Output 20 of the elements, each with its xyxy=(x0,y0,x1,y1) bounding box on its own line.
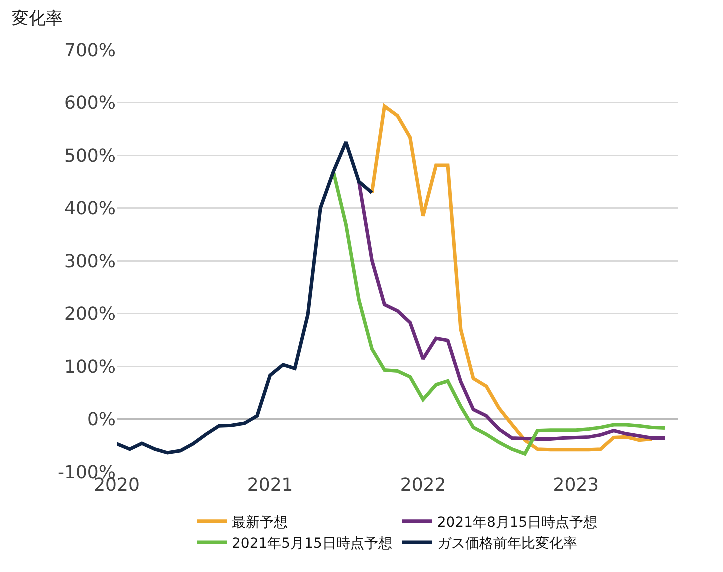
legend-label: ガス価格前年比変化率 xyxy=(437,536,578,552)
y-tick-label: 700% xyxy=(64,40,116,62)
line-series xyxy=(332,170,667,456)
y-tick-label: 400% xyxy=(64,198,116,220)
line-series xyxy=(117,140,374,455)
legend-label: 2021年5月15日時点予想 xyxy=(232,536,392,552)
x-tick-label: 2021 xyxy=(247,475,294,496)
line-series xyxy=(370,104,654,452)
y-tick-label: 200% xyxy=(64,304,116,326)
y-tick-label: 500% xyxy=(64,146,116,167)
y-tick-label: 100% xyxy=(64,356,116,378)
y-tick-label: 600% xyxy=(64,93,116,114)
y-axis-title: 変化率 xyxy=(12,9,63,29)
x-tick-label: 2022 xyxy=(400,475,446,496)
legend-label: 最新予想 xyxy=(232,514,288,531)
y-tick-label: 300% xyxy=(64,251,116,272)
y-tick-label: 0% xyxy=(87,410,116,431)
line-series xyxy=(357,180,667,442)
x-tick-label: 2023 xyxy=(553,475,600,496)
legend-label: 2021年8月15日時点予想 xyxy=(437,514,598,531)
